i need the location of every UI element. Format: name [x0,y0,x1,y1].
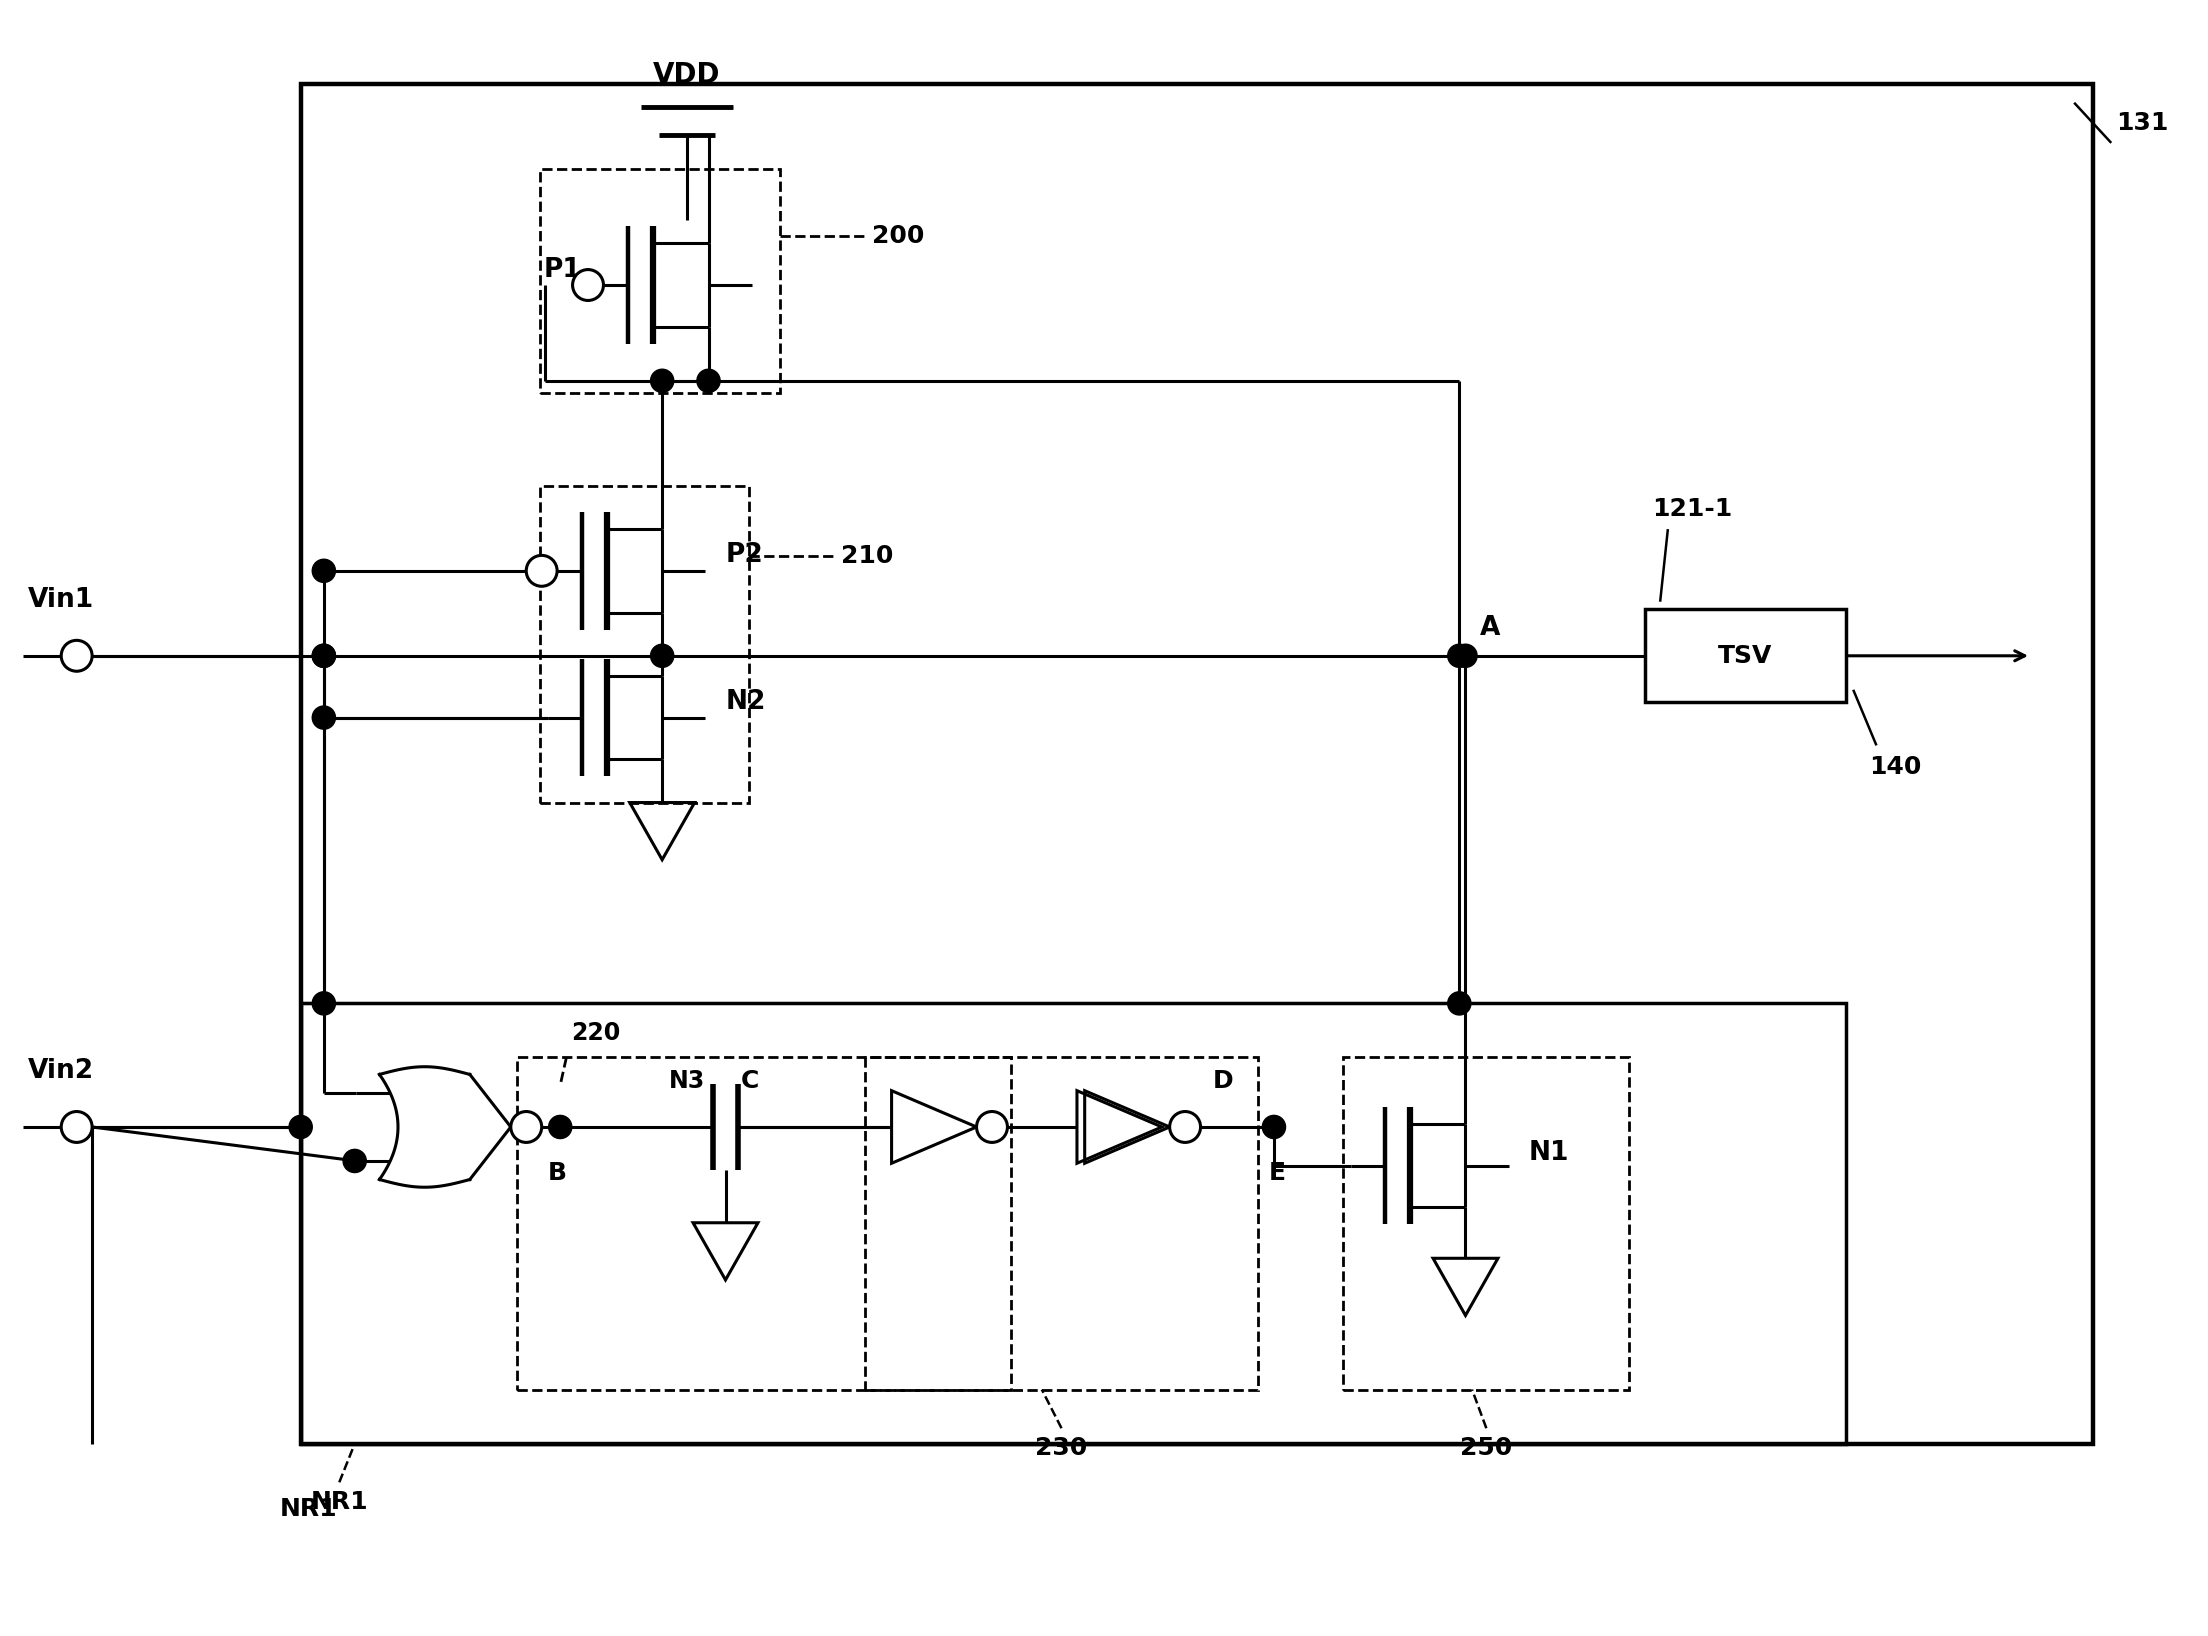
Text: N1: N1 [1528,1140,1570,1166]
Bar [866,1057,1259,1389]
Circle shape [62,1111,93,1142]
Text: NR1: NR1 [280,1497,338,1520]
Circle shape [548,1116,572,1139]
Circle shape [1453,645,1477,667]
Circle shape [311,645,336,667]
Text: 220: 220 [572,1021,620,1045]
Text: TSV: TSV [1718,645,1773,667]
Text: 121-1: 121-1 [1652,497,1733,520]
Text: E: E [1270,1162,1285,1184]
Circle shape [62,640,93,671]
Bar [300,1003,1846,1443]
Text: A: A [1479,615,1499,641]
Circle shape [289,1116,311,1139]
Bar [541,486,749,803]
Bar [517,1057,1011,1389]
Circle shape [311,645,336,667]
Text: 131: 131 [2115,111,2168,134]
Text: N2: N2 [726,689,766,715]
Text: 140: 140 [1868,756,1921,779]
Circle shape [976,1111,1007,1142]
Bar [541,169,779,393]
Circle shape [1448,645,1471,667]
Circle shape [342,1150,367,1173]
Text: 200: 200 [872,224,925,249]
Text: NR1: NR1 [311,1490,369,1515]
Circle shape [1263,1116,1285,1139]
Circle shape [510,1111,541,1142]
Bar [300,83,2093,1443]
Text: Vin2: Vin2 [29,1058,95,1083]
Circle shape [698,370,720,393]
Text: VDD: VDD [654,61,720,88]
Circle shape [526,555,556,586]
Circle shape [311,707,336,730]
Circle shape [311,991,336,1014]
Circle shape [651,645,673,667]
Text: P1: P1 [543,257,583,283]
Circle shape [651,370,673,393]
Text: 210: 210 [841,543,894,568]
Text: P2: P2 [726,543,764,568]
Text: C: C [742,1068,760,1093]
Circle shape [572,270,603,301]
Text: D: D [1212,1068,1234,1093]
Text: 230: 230 [1036,1436,1089,1461]
Text: Vin1: Vin1 [29,587,95,612]
Bar [1645,610,1846,702]
Circle shape [1170,1111,1201,1142]
Text: B: B [548,1162,567,1184]
Bar [1342,1057,1630,1389]
Circle shape [311,560,336,582]
Circle shape [1448,991,1471,1014]
Text: N3: N3 [669,1068,704,1093]
Text: 250: 250 [1459,1436,1512,1461]
